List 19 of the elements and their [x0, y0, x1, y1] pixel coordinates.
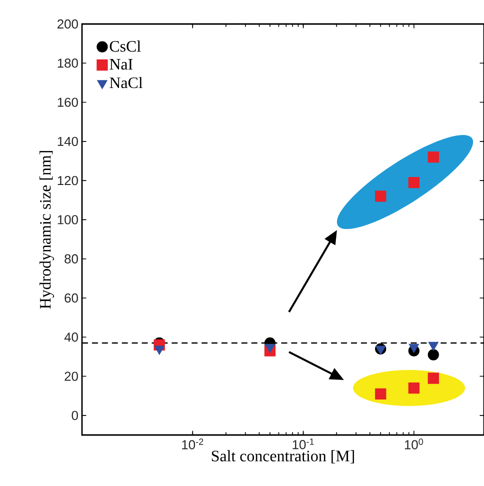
legend-label: NaI — [110, 59, 133, 70]
y-tick-label: 80 — [64, 254, 78, 264]
y-axis-title: Hydrodynamic size [nm] — [40, 151, 54, 309]
y-tick-label: 180 — [58, 58, 78, 68]
y-tick-label: 200 — [58, 19, 78, 29]
y-tick-label: 60 — [64, 293, 78, 303]
y-tick-label: 100 — [58, 215, 78, 224]
y-tick-label: 20 — [64, 372, 78, 381]
y-tick-label: 40 — [64, 332, 78, 342]
x-tick-label: 10$^{-2}$ — [182, 438, 204, 450]
y-tick-label: 120 — [58, 176, 78, 186]
y-tick-label: 140 — [58, 136, 78, 146]
x-tick-label: 10$^{-1}$ — [292, 438, 314, 450]
y-tick-label: 0 — [72, 410, 78, 420]
legend-label: NaCl — [110, 76, 143, 88]
legend-label: CsCl — [110, 40, 141, 52]
x-axis-title: Salt concentration [M] — [212, 450, 354, 464]
y-tick-label: 160 — [58, 98, 78, 107]
x-tick-label: 10$^{0}$ — [404, 438, 424, 450]
